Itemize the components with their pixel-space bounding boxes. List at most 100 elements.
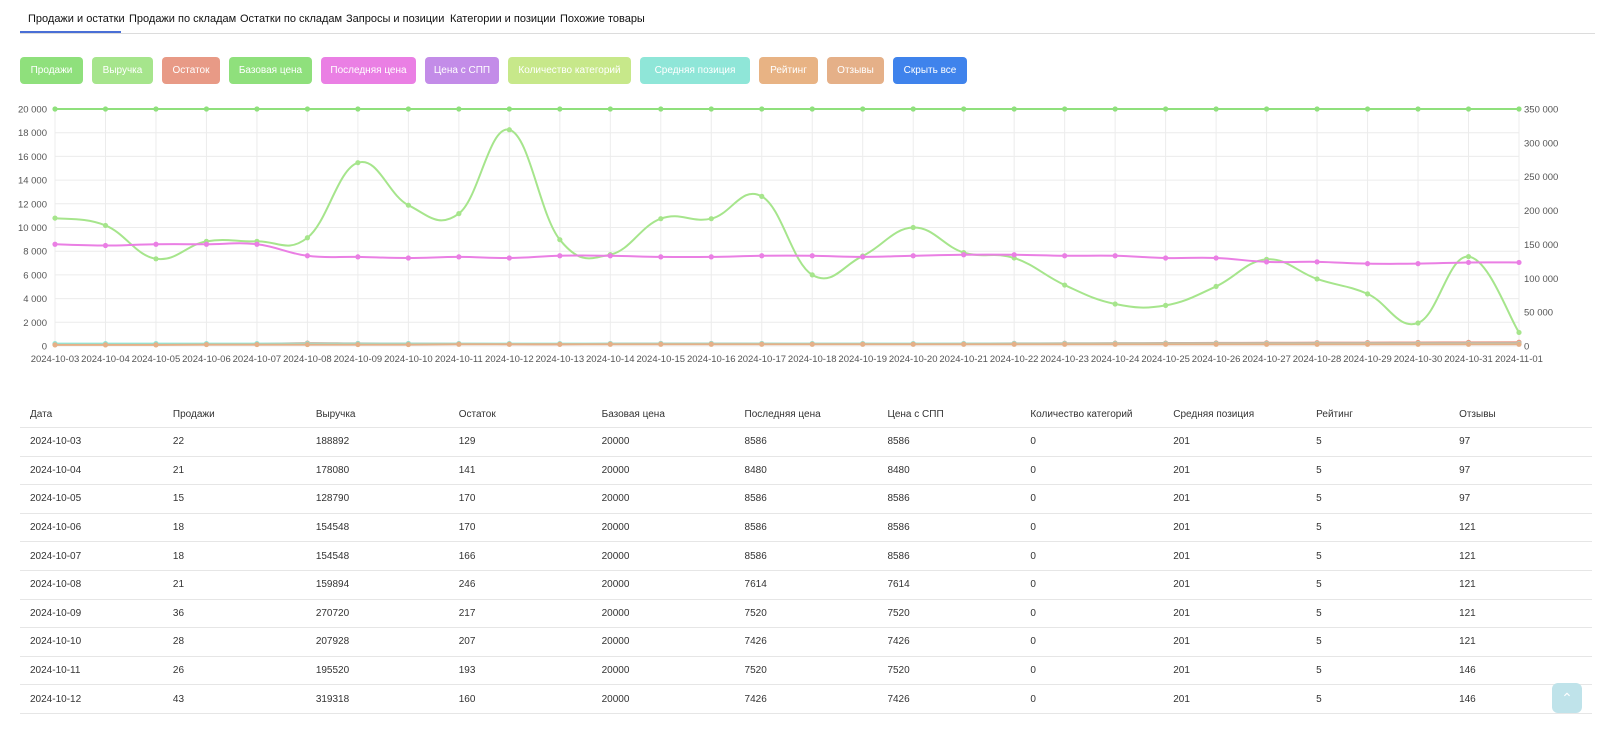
table-cell: 2024-10-07 [30,550,82,562]
data-point [1415,106,1421,112]
data-point [557,253,563,259]
x-tick-label: 2024-10-11 [435,354,483,365]
data-point [658,106,664,112]
data-point [1112,253,1118,259]
x-tick-label: 2024-10-16 [687,354,736,365]
data-point [759,341,765,347]
data-point [1062,282,1068,288]
column-header[interactable]: Остаток [458,409,496,420]
series-toggle-button[interactable]: Отзывы [827,57,884,84]
series-toggle-button[interactable]: Цена с СПП [425,57,499,84]
series-toggle-button[interactable]: Последняя цена [321,57,416,84]
tab-1[interactable]: Продажи и остатки [20,10,125,33]
data-point [1163,255,1169,261]
tab-6[interactable]: Похожие товары [560,13,645,25]
data-point [1263,259,1270,265]
data-point [153,241,159,247]
x-tick-label: 2024-10-06 [182,354,231,365]
tab-3[interactable]: Остатки по складам [240,13,343,25]
series-toggle-button[interactable]: Остаток [162,57,220,84]
table-cell: 97 [1459,436,1471,448]
table-cell: 141 [458,464,476,476]
table-row: 2024-10-08 21 159894 246 20000 7614 7614 0 201 5 1… [20,571,1592,600]
sales-stock-chart: 0 2 000 4 000 6 000 8 000 10 000 12 000 14 000 1… [18,105,1558,366]
series-toggle-button[interactable]: Базовая цена [229,57,312,84]
table-cell: 97 [1459,464,1471,476]
series-toggle-button[interactable]: Рейтинг [759,57,818,84]
table-cell: 201 [1173,550,1190,562]
y-left-tick-label: 2 000 [23,318,47,329]
data-point [607,106,613,112]
x-tick-label: 2024-10-09 [334,354,383,365]
table-row: 2024-10-06 18 154548 170 20000 8586 8586 0 201 5 1… [20,514,1592,543]
data-point [405,255,411,261]
column-header[interactable]: Последняя цена [744,409,821,420]
x-tick-label: 2024-10-08 [283,354,332,365]
y-left-tick-label: 16 000 [18,152,47,163]
data-point [405,341,411,348]
table-cell: 28 [172,636,185,648]
table-cell: 146 [1459,693,1476,705]
scroll-top-button[interactable]: ⌃ [1552,683,1582,713]
series-toggle-button[interactable]: Выручка [92,57,153,84]
data-point [1062,253,1068,259]
data-point [1263,106,1270,112]
table-cell: 20000 [601,464,630,476]
table-cell: 7614 [744,579,767,591]
table-cell: 20000 [601,436,630,448]
series-toggle-button[interactable]: Количество категорий [508,57,631,84]
data-point [506,255,512,261]
column-header[interactable]: Дата [30,409,53,420]
data-point [1415,341,1421,347]
table-cell: 0 [1030,550,1036,562]
data-point [1213,106,1219,112]
data-point [456,254,462,260]
column-header[interactable]: Рейтинг [1316,409,1353,420]
data-point [860,254,866,260]
data-point [1516,329,1522,336]
x-tick-label: 2024-10-26 [1192,354,1241,365]
table-cell: 201 [1173,636,1190,648]
data-point [1163,341,1169,347]
column-header[interactable]: Базовая цена [601,409,665,420]
tab-2[interactable]: Продажи по складам [129,13,237,25]
data-point [860,341,866,347]
data-point [1011,341,1017,347]
table-cell: 20000 [601,493,630,505]
x-tick-label: 2024-10-30 [1394,354,1443,365]
table-cell: 7614 [887,579,910,591]
x-tick-label: 2024-10-15 [636,354,685,365]
x-tick-label: 2024-10-17 [737,354,786,365]
y-right-tick-label: 150 000 [1524,240,1558,251]
x-tick-label: 2024-10-05 [132,354,181,365]
x-tick-label: 2024-10-07 [233,354,282,365]
column-header[interactable]: Цена с СПП [887,409,944,420]
series-toggle-button[interactable]: Продажи [20,57,83,84]
data-point [203,241,210,247]
column-header[interactable]: Выручка [315,409,356,420]
y-left-tick-label: 18 000 [18,128,47,139]
data-point [708,341,714,347]
tab-4[interactable]: Запросы и позиции [346,13,445,25]
column-header[interactable]: Количество категорий [1030,409,1133,420]
column-header[interactable]: Продажи [172,409,215,420]
data-point [1516,259,1522,266]
tab-5[interactable]: Категории и позиции [450,13,556,25]
column-header[interactable]: Отзывы [1459,409,1496,420]
table-cell: 246 [458,579,476,591]
table-cell: 7426 [744,693,767,705]
data-point [1062,341,1068,347]
x-tick-label: 2024-10-03 [31,354,80,365]
y-right-tick-label: 50 000 [1524,308,1553,319]
data-point [355,341,361,348]
series-toggle-button[interactable]: Средняя позиция [640,57,750,84]
column-header[interactable]: Средняя позиция [1173,409,1255,420]
table-cell: 5 [1316,436,1322,448]
y-left-tick-label: 6 000 [23,270,47,281]
table-cell: 160 [458,693,476,705]
table-cell: 7426 [887,693,910,705]
table-cell: 20000 [601,607,630,619]
table-cell: 201 [1173,665,1190,677]
table-cell: 2024-10-08 [30,579,82,591]
hide-all-button[interactable]: Скрыть все [893,57,967,84]
